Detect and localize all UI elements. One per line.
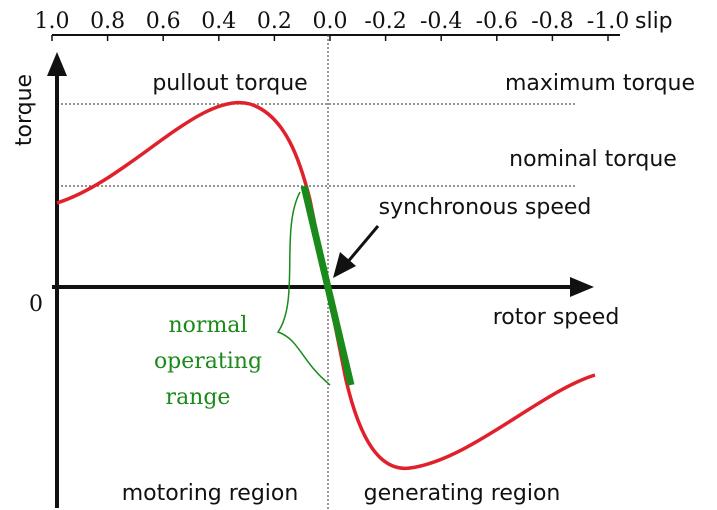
slip-tick-label: -0.8 [531,9,573,34]
slip-tick-label: 1.0 [35,9,70,34]
maximum-label: maximum torque [505,71,695,96]
slip-tick-label: 0.2 [257,9,292,34]
slip-tick-label: 0.4 [201,9,236,34]
range-label: normal [169,313,248,338]
range-label: range [166,385,231,410]
slip-tick-label: 0.0 [313,9,348,34]
operating-range [300,185,355,386]
origin-label: 0 [29,292,43,317]
x-label: rotor speed [493,305,620,330]
range-label: operating [154,349,262,374]
region-label: generating region [364,481,561,506]
sync-arrow [344,225,380,265]
slip-tick-label: -0.4 [420,9,462,34]
nominal-label: nominal torque [509,147,677,172]
sync-arrowhead [333,252,356,278]
slip-tick-label: 0.8 [90,9,125,34]
slip-tick-label: -1.0 [587,9,629,34]
x-arrow [570,277,594,297]
slip-tick-label: -0.6 [476,9,518,34]
slip-label: slip [635,9,673,34]
y-arrow [47,52,67,76]
pullout-label: pullout torque [152,71,307,96]
slip-tick-label: 0.6 [146,9,181,34]
synchronous-label: synchronous speed [379,195,592,220]
brace [276,191,331,386]
y-label: torque [12,74,37,146]
region-label: motoring region [122,481,299,506]
slip-tick-label: -0.2 [364,9,406,34]
slip-axis: 1.0 0.8 0.6 0.4 0.2 0.0 -0.2 -0.4 -0.6 -0.8 -1.0 [35,9,629,41]
